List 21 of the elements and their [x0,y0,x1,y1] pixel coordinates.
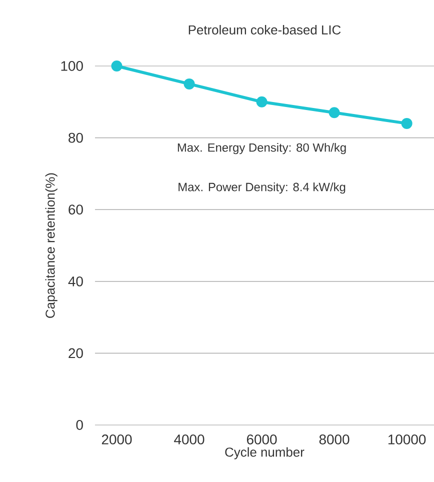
x-tick-label: 6000 [246,434,277,444]
annotation: Max. Power Density: 8.4 kW/kg [178,182,346,194]
y-tick-label: 20 [68,348,83,358]
annotation: Max. Energy Density: 80 Wh/kg [178,143,346,154]
point [111,60,122,72]
x-tick-label: 10000 [388,434,426,444]
x-tick-label: 4000 [174,434,204,444]
point [328,107,340,118]
point [401,118,412,129]
point [184,78,195,90]
y-tick-label: 80 [68,132,83,143]
x-axis-title: Cycle number [225,447,304,460]
y-axis-title: Capacitance retention(%) [45,173,58,318]
chart-title: Petroleum coke-based LIC [188,24,341,34]
y-tick-label: 100 [61,61,83,71]
x-tick-label: 2000 [102,434,132,444]
x-tick-label: 8000 [319,434,350,444]
y-tick-label: 40 [68,276,83,286]
y-tick-label: 0 [76,420,83,430]
point [256,96,268,108]
y-tick-label: 60 [68,204,83,215]
